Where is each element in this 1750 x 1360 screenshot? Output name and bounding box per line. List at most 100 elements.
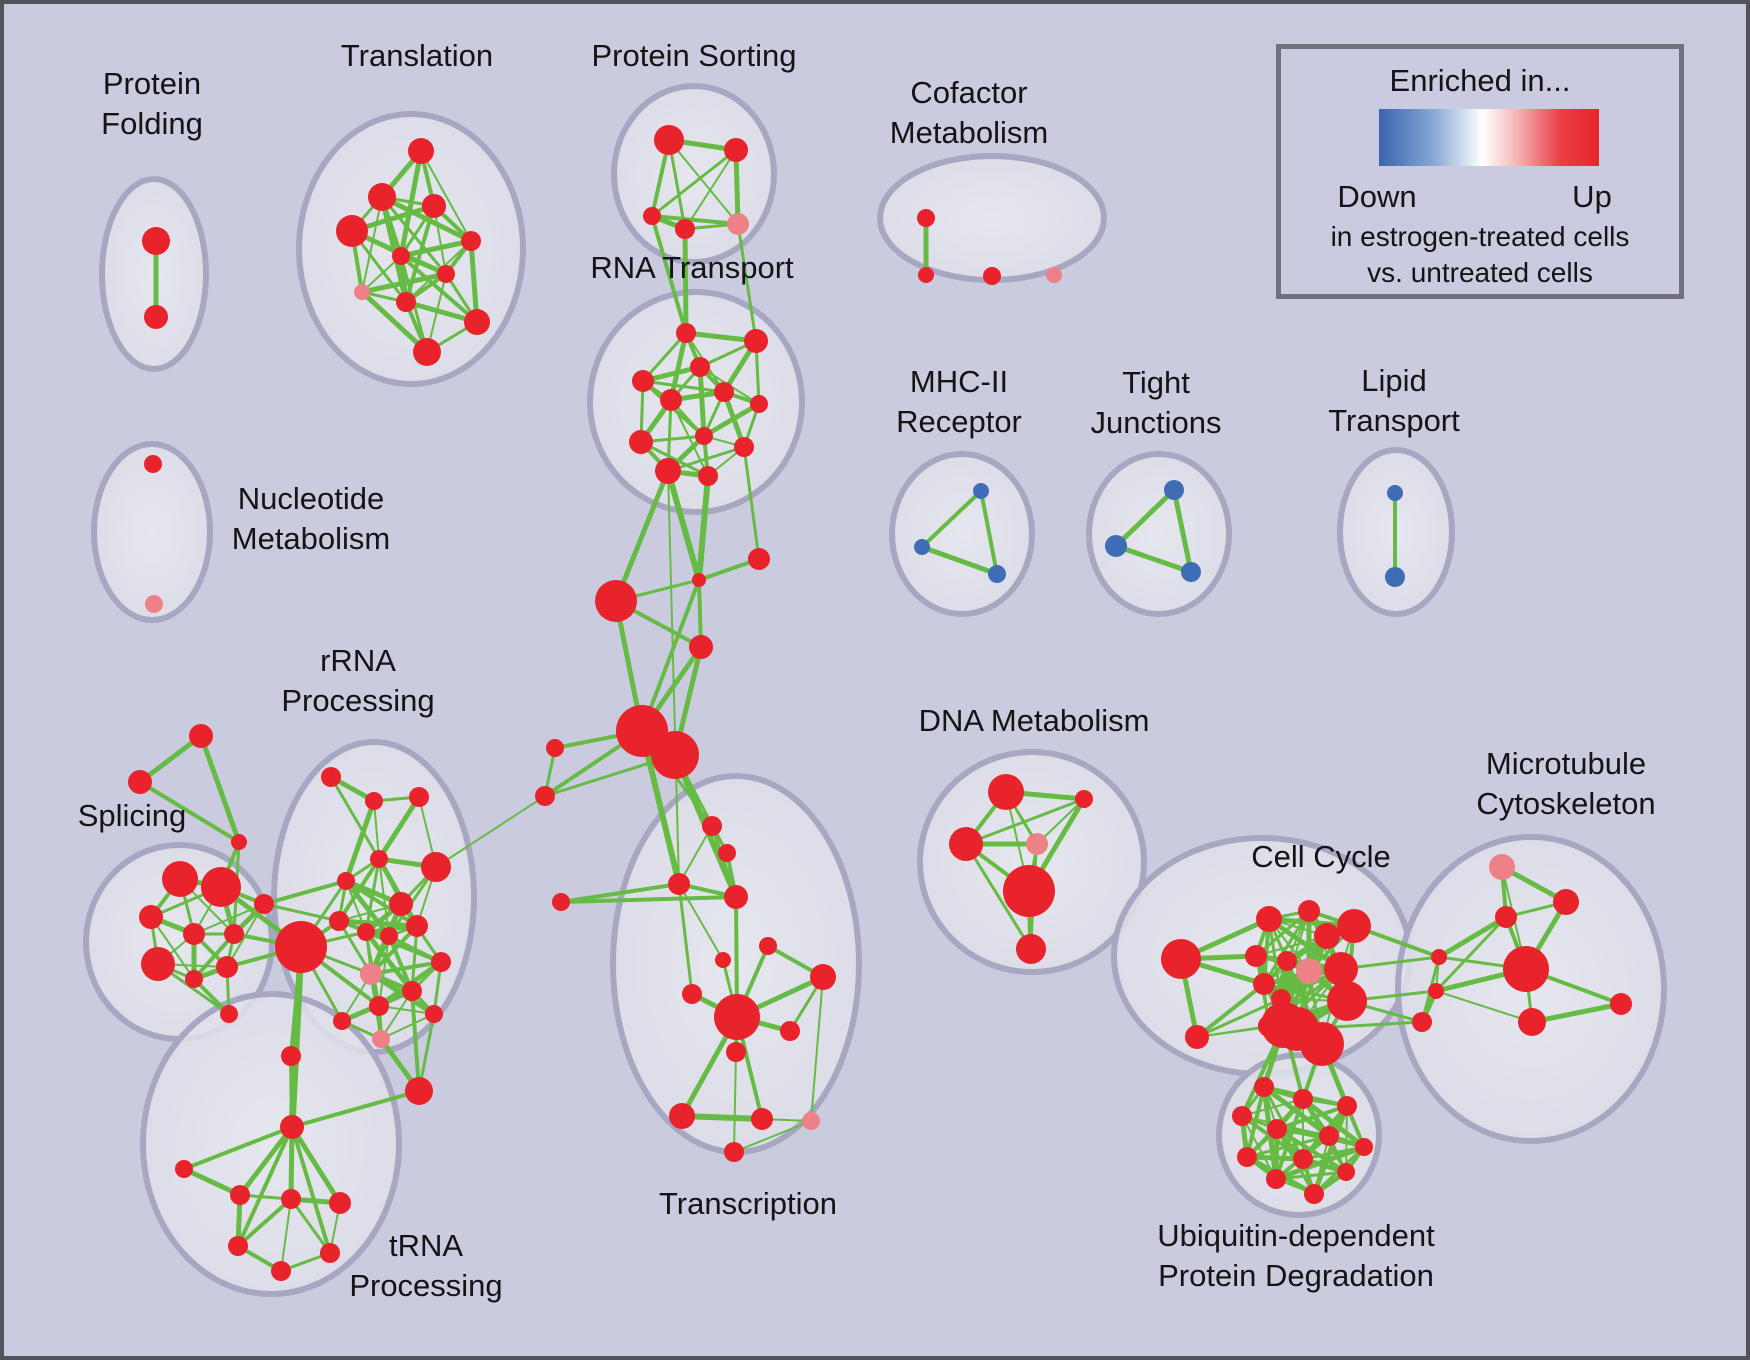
edge-cell_cycle <box>1254 909 1311 958</box>
node-transcription-7 <box>682 984 702 1004</box>
edge-translation <box>399 254 479 324</box>
node-cell_cycle-4 <box>1337 909 1371 943</box>
node-translation-9 <box>464 309 490 335</box>
edge-ubiquitin <box>1261 1084 1332 1139</box>
node-rrna-19 <box>372 1030 390 1048</box>
edge-transcription <box>677 882 694 996</box>
edge-tight <box>1113 487 1177 549</box>
edge-microtubule <box>1435 990 1533 1023</box>
node-translation-3 <box>336 215 368 247</box>
cluster-ellipse-trna <box>140 991 402 1297</box>
node-cell_cycle-9 <box>1253 973 1275 995</box>
edge-cross <box>639 728 682 887</box>
edge-cell_cycle <box>1195 982 1266 1039</box>
node-translation-1 <box>368 183 396 211</box>
node-rrna-14 <box>431 952 451 972</box>
edge-cross <box>667 470 680 885</box>
cluster-label-splicing: Splicing <box>78 798 187 833</box>
node-cell_cycle-2 <box>1298 900 1320 922</box>
node-splicing-4 <box>224 924 244 944</box>
node-transcription-4 <box>715 952 731 968</box>
edge-microtubule <box>1529 1001 1624 1025</box>
node-rrna-3 <box>370 850 388 868</box>
node-connectors-8 <box>552 893 570 911</box>
edge-translation <box>398 238 474 259</box>
edge-transcription <box>679 1113 765 1122</box>
node-rna_transport-7 <box>695 427 713 445</box>
node-trna-6 <box>228 1236 248 1256</box>
node-dna-2 <box>949 827 983 861</box>
edge-tight <box>1171 487 1194 575</box>
node-microtubule-7 <box>1518 1008 1546 1036</box>
node-protein_sorting-2 <box>643 207 661 225</box>
cluster-label-translation: Translation <box>341 38 493 73</box>
node-cell_cycle-1 <box>1256 906 1282 932</box>
cluster-label-microtubule: Microtubule Cytoskeleton <box>1476 746 1655 821</box>
edge-protein_sorting <box>733 147 741 227</box>
node-dna-5 <box>1016 934 1046 964</box>
node-connectors-1 <box>748 548 770 570</box>
node-rrna-9 <box>380 927 398 945</box>
node-connectors-2 <box>595 580 637 622</box>
edge-ubiquitin <box>1311 1103 1350 1197</box>
node-translation-6 <box>437 265 455 283</box>
node-ubiquitin-5 <box>1319 1126 1339 1146</box>
node-protein_sorting-3 <box>675 219 695 239</box>
node-transcription-3 <box>724 885 748 909</box>
cluster-label-nucleotide: Nucleotide Metabolism <box>232 481 391 556</box>
cluster-label-lipid: Lipid Transport <box>1328 363 1460 438</box>
edge-cross <box>290 1089 421 1129</box>
node-rna_transport-0 <box>676 323 696 343</box>
node-rrna-16 <box>333 1012 351 1030</box>
cluster-label-protein_folding: Protein Folding <box>101 66 203 141</box>
node-rrna-13 <box>402 981 422 1001</box>
cluster-label-ubiquitin: Ubiquitin-dependent Protein Degradation <box>1157 1218 1435 1293</box>
node-tight-0 <box>1164 480 1184 500</box>
node-mhc-2 <box>988 565 1006 583</box>
edge-connectors <box>138 780 241 844</box>
edge-rrna <box>363 929 415 994</box>
cluster-label-trna: tRNA Processing <box>349 1228 502 1303</box>
edge-cross <box>262 902 341 923</box>
legend-gradient-bar <box>1379 109 1599 166</box>
node-protein_folding-1 <box>144 305 168 329</box>
node-transcription-1 <box>718 844 736 862</box>
labels-layer: Protein Folding Translation Protein Sorting… <box>78 38 1656 1303</box>
cluster-label-tight: Tight Junctions <box>1091 365 1222 440</box>
node-connectors-5 <box>651 731 699 779</box>
edge-rna_transport <box>666 445 746 473</box>
node-connectors-0 <box>692 573 706 587</box>
edge-ubiquitin <box>1245 1134 1331 1159</box>
edge-rrna <box>343 878 392 939</box>
node-microtubule-5 <box>1428 983 1444 999</box>
edge-trna <box>236 1125 294 1248</box>
node-transcription-2 <box>668 873 690 895</box>
node-microtubule-6 <box>1610 993 1632 1015</box>
edge-splicing <box>192 932 236 981</box>
legend-down-label: Down <box>1337 179 1417 214</box>
node-splicing-7 <box>216 956 238 978</box>
edge-trna <box>289 1197 332 1255</box>
node-ubiquitin-10 <box>1337 1163 1355 1181</box>
node-transcription-9 <box>780 1021 800 1041</box>
edge-trna <box>182 1125 294 1171</box>
edge-cross <box>559 882 681 904</box>
node-rrna-7 <box>329 911 349 931</box>
node-mhc-1 <box>914 539 930 555</box>
edge-cross <box>559 895 738 904</box>
node-splicing-6 <box>185 970 203 988</box>
legend-up-label: Up <box>1572 179 1612 214</box>
edge-rrna <box>329 775 381 861</box>
cluster-label-rrna: rRNA Processing <box>281 643 434 718</box>
edge-cell_cycle <box>1195 997 1283 1039</box>
node-microtubule-2 <box>1495 906 1517 928</box>
node-trna-7 <box>320 1243 340 1263</box>
node-rrna-8 <box>357 923 375 941</box>
edge-trna <box>280 1198 292 1272</box>
node-rna_transport-10 <box>655 458 681 484</box>
node-splicing-0 <box>162 861 198 897</box>
node-splicing-3 <box>183 923 205 945</box>
edge-protein_sorting <box>668 139 739 225</box>
edge-cross <box>682 226 689 336</box>
node-rrna-6 <box>421 852 451 882</box>
